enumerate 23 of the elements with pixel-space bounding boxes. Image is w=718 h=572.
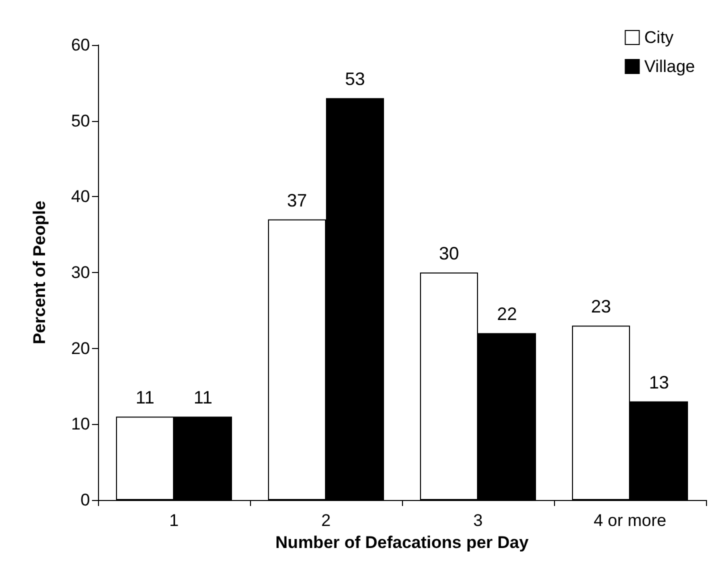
data-label: 11 [136,388,154,408]
data-label: 37 [286,190,308,210]
y-tick-label: 20 [71,338,90,358]
data-label: 11 [194,388,212,408]
y-tick-label: 0 [80,490,90,510]
data-label: 53 [344,69,366,90]
legend-label: City [644,28,674,47]
y-tick-label: 40 [71,187,90,206]
x-tick-label: 1 [169,511,179,530]
data-label: 23 [590,296,612,317]
y-tick-label: 60 [71,36,90,54]
y-tick-label: 10 [71,414,90,434]
x-tick-label: 3 [473,511,483,530]
y-tick-label: 30 [71,263,90,282]
x-tick-label: 2 [321,511,331,530]
x-tick-label: 4 or more [594,511,666,530]
data-label: 22 [496,304,518,324]
x-axis-title: Number of Defacations per Day [275,532,530,552]
data-label: 13 [648,372,670,392]
y-tick-label: 50 [71,111,90,130]
legend-label: Village [644,57,696,76]
y-axis-title: Percent of People [30,200,49,344]
data-label: 30 [438,244,460,264]
